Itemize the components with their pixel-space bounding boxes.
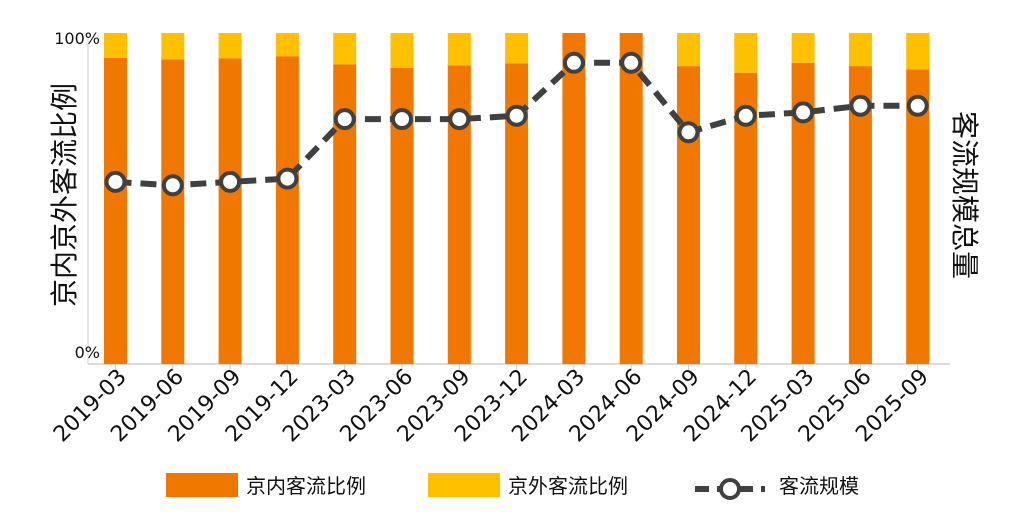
bar-jingnei-2025-09 <box>906 69 930 365</box>
bar-jingnei-2019-03 <box>104 57 127 365</box>
legend: 京内客流比例 京外客流比例 客流规模 <box>166 473 859 500</box>
x-ticks-group: 2019-032019-062019-092019-122023-032023-… <box>49 364 934 447</box>
bar-jingwai-2025-06 <box>848 33 872 67</box>
line-point-2023-03 <box>333 108 356 131</box>
legend-label-jingnei: 京内客流比例 <box>246 474 366 498</box>
bar-jingnei-2024-03 <box>562 33 586 364</box>
line-point-2023-12 <box>505 104 528 127</box>
legend-marker <box>719 478 741 500</box>
legend-label-jingwai: 京外客流比例 <box>508 474 628 498</box>
bar-jingnei-2024-06 <box>619 33 643 364</box>
line-point-2023-09 <box>448 108 471 131</box>
line-point-2019-09 <box>219 170 242 193</box>
bar-jingnei-2019-06 <box>161 59 185 364</box>
bar-jingnei-2024-12 <box>734 72 758 364</box>
line-point-2019-12 <box>276 167 299 190</box>
bar-jingnei-2025-06 <box>848 66 872 364</box>
bar-jingwai-2019-09 <box>218 33 242 59</box>
bars-group <box>104 33 930 365</box>
legend-label-keliu: 客流规模 <box>779 474 859 498</box>
bar-jingwai-2023-12 <box>505 33 529 64</box>
bar-jingwai-2019-03 <box>104 33 127 58</box>
bar-jingnei-2023-03 <box>333 64 357 365</box>
bar-jingwai-2025-09 <box>906 33 930 70</box>
line-point-2024-12 <box>734 104 757 127</box>
line-point-2024-09 <box>677 121 700 144</box>
legend-swatch-jingwai <box>428 473 500 497</box>
line-point-2025-09 <box>906 94 929 117</box>
bar-jingnei-2023-12 <box>505 63 529 364</box>
bar-jingwai-2023-03 <box>333 33 357 65</box>
bar-jingwai-2023-06 <box>390 33 414 68</box>
bar-jingnei-2023-06 <box>390 67 414 365</box>
bar-jingwai-2019-06 <box>161 33 185 60</box>
bar-jingnei-2025-03 <box>791 62 815 365</box>
legend-swatch-jingnei <box>166 473 238 497</box>
bar-jingnei-2019-12 <box>275 56 299 364</box>
bar-jingwai-2019-12 <box>275 33 299 57</box>
bar-jingnei-2019-09 <box>218 58 242 364</box>
line-point-2024-03 <box>562 51 585 74</box>
bar-jingnei-2024-09 <box>677 66 700 364</box>
y-tick-100: 100% <box>54 29 100 48</box>
bar-jingwai-2024-09 <box>677 33 700 67</box>
line-series-group <box>104 51 929 197</box>
y-axis-left-title: 京内京外客流比例 <box>48 83 81 307</box>
bar-jingnei-2023-09 <box>447 65 471 365</box>
line-point-2023-06 <box>391 108 413 131</box>
bar-jingwai-2023-09 <box>447 33 471 66</box>
line-point-2019-03 <box>104 170 127 193</box>
bar-jingwai-2025-03 <box>791 33 815 63</box>
bar-jingwai-2024-12 <box>734 33 758 73</box>
line-point-2024-06 <box>620 51 643 74</box>
line-point-2025-03 <box>792 101 815 124</box>
y-axis-right-title: 客流规模总量 <box>948 111 981 279</box>
line-point-2025-06 <box>849 94 872 117</box>
line-point-2019-06 <box>161 174 184 197</box>
y-tick-0: 0% <box>75 343 100 362</box>
